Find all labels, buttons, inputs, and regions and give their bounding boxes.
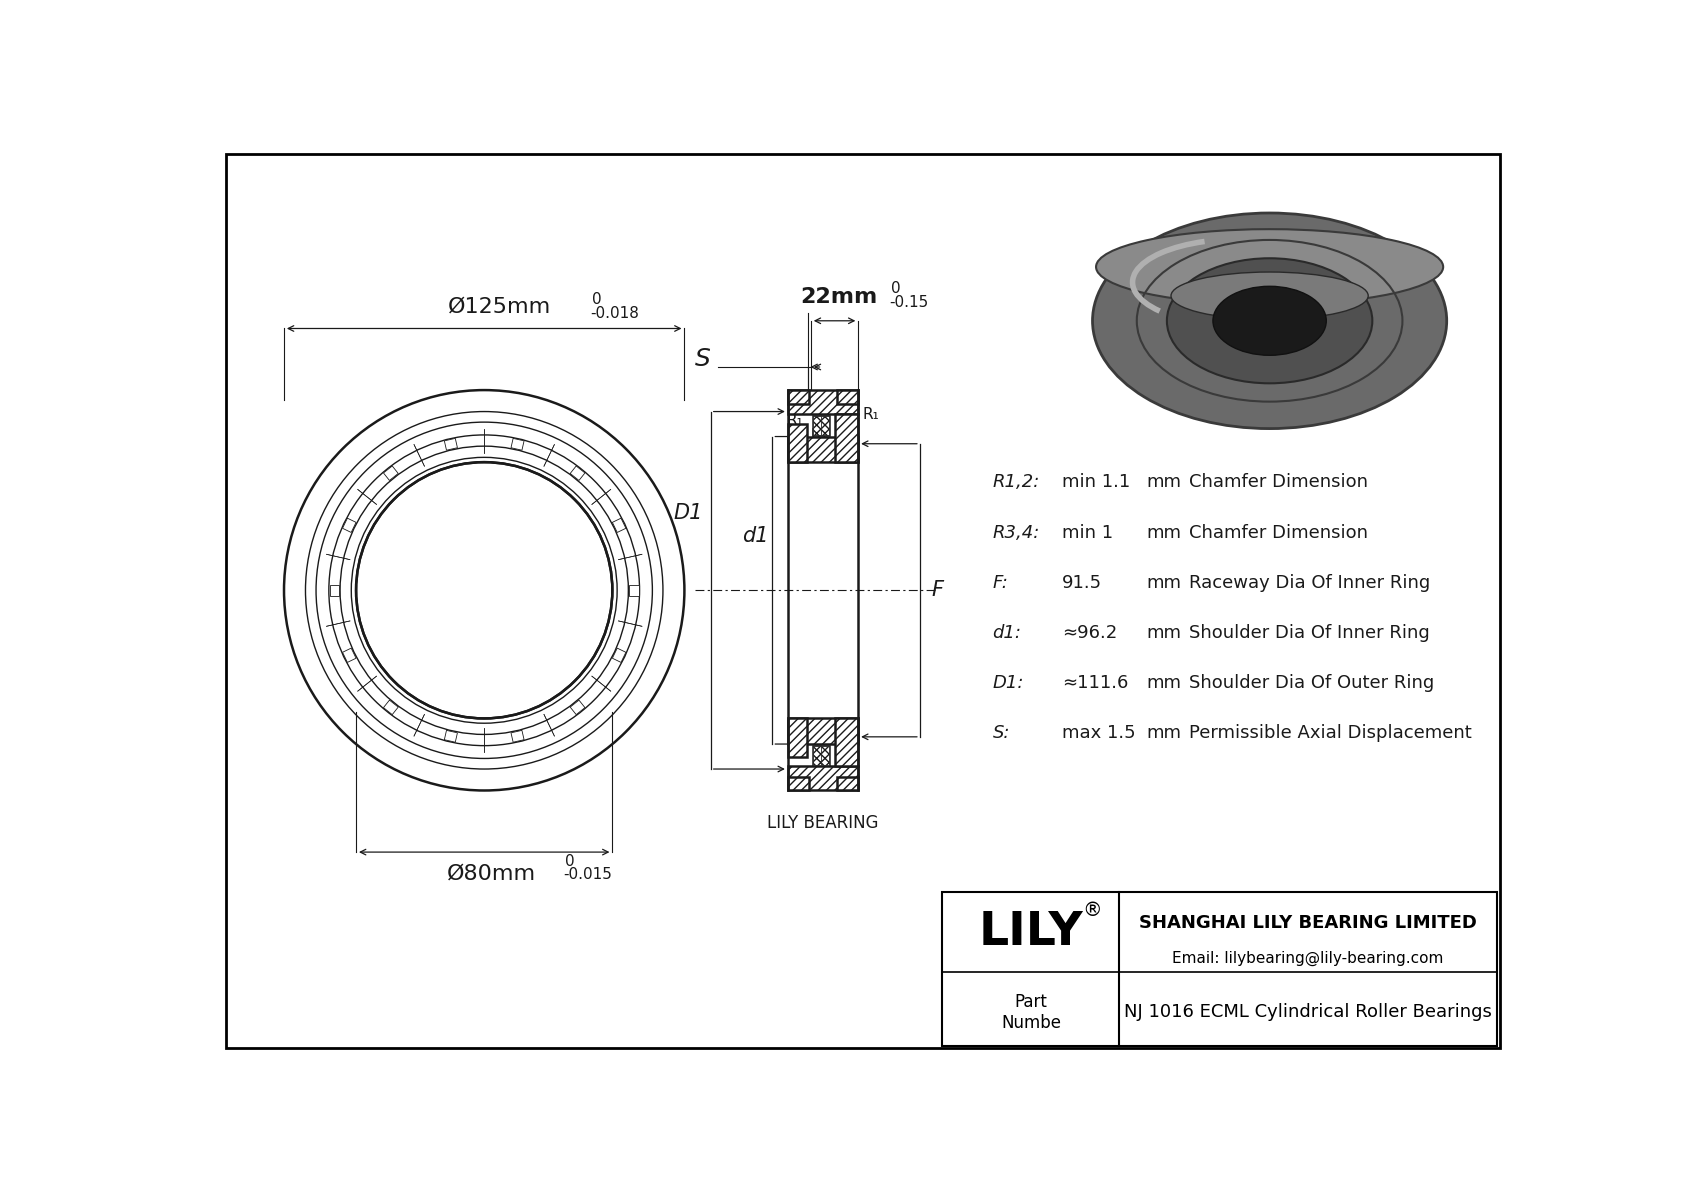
- Text: 0: 0: [566, 854, 574, 869]
- Bar: [330, 585, 338, 596]
- Bar: [837, 391, 859, 404]
- Text: ®: ®: [1083, 902, 1103, 921]
- Text: min 1.1: min 1.1: [1061, 474, 1130, 492]
- Text: R₂: R₂: [829, 398, 845, 412]
- Text: mm: mm: [1147, 574, 1182, 592]
- Bar: [788, 391, 810, 404]
- Ellipse shape: [355, 462, 613, 718]
- Text: R3,4:: R3,4:: [992, 524, 1039, 542]
- Bar: [788, 437, 859, 462]
- Bar: [822, 746, 829, 765]
- Text: LILY BEARING: LILY BEARING: [768, 813, 879, 831]
- Text: min 1: min 1: [1061, 524, 1113, 542]
- Text: Ø80mm: Ø80mm: [448, 863, 537, 884]
- Ellipse shape: [1170, 272, 1367, 319]
- Bar: [384, 700, 397, 715]
- Bar: [943, 892, 1497, 1046]
- Text: ≈111.6: ≈111.6: [1061, 674, 1128, 692]
- Text: mm: mm: [1147, 674, 1182, 692]
- Bar: [571, 700, 584, 715]
- Bar: [813, 416, 820, 435]
- Text: R1,2:: R1,2:: [992, 474, 1039, 492]
- Ellipse shape: [1212, 286, 1327, 355]
- Bar: [788, 424, 807, 462]
- Bar: [788, 767, 859, 791]
- Bar: [813, 746, 829, 765]
- Text: 91.5: 91.5: [1061, 574, 1101, 592]
- Text: R₁: R₁: [862, 407, 879, 422]
- Bar: [384, 466, 397, 480]
- Text: R₂: R₂: [812, 429, 827, 443]
- Bar: [510, 730, 524, 742]
- Text: Raceway Dia Of Inner Ring: Raceway Dia Of Inner Ring: [1189, 574, 1430, 592]
- Text: Chamfer Dimension: Chamfer Dimension: [1189, 524, 1367, 542]
- Text: Email: lilybearing@lily-bearing.com: Email: lilybearing@lily-bearing.com: [1172, 950, 1443, 966]
- Text: NJ 1016 ECML Cylindrical Roller Bearings: NJ 1016 ECML Cylindrical Roller Bearings: [1125, 1003, 1492, 1021]
- Bar: [835, 718, 859, 767]
- Ellipse shape: [1096, 229, 1443, 305]
- Text: max 1.5: max 1.5: [1061, 724, 1135, 742]
- Text: F: F: [931, 580, 943, 600]
- Text: R₄: R₄: [839, 429, 855, 443]
- Bar: [613, 518, 626, 532]
- Bar: [788, 718, 859, 744]
- Text: -0.015: -0.015: [564, 867, 613, 883]
- Text: Permissible Axial Displacement: Permissible Axial Displacement: [1189, 724, 1472, 742]
- Bar: [813, 746, 820, 765]
- Text: Shoulder Dia Of Inner Ring: Shoulder Dia Of Inner Ring: [1189, 624, 1430, 642]
- Text: F:: F:: [992, 574, 1009, 592]
- Text: LILY: LILY: [978, 910, 1083, 955]
- Text: d1: d1: [743, 526, 768, 547]
- Bar: [835, 414, 859, 462]
- Text: S: S: [695, 348, 711, 372]
- Text: SHANGHAI LILY BEARING LIMITED: SHANGHAI LILY BEARING LIMITED: [1138, 913, 1477, 931]
- Text: 22mm: 22mm: [800, 287, 877, 307]
- Text: Ø125mm: Ø125mm: [448, 297, 551, 317]
- Text: mm: mm: [1147, 474, 1182, 492]
- Text: Chamfer Dimension: Chamfer Dimension: [1189, 474, 1367, 492]
- Bar: [788, 391, 859, 414]
- Ellipse shape: [285, 391, 684, 791]
- Bar: [445, 730, 458, 742]
- Ellipse shape: [1093, 213, 1447, 429]
- Text: d1:: d1:: [992, 624, 1022, 642]
- Bar: [837, 777, 859, 791]
- Bar: [822, 416, 829, 435]
- Text: mm: mm: [1147, 724, 1182, 742]
- Bar: [613, 648, 626, 662]
- Text: -0.15: -0.15: [889, 295, 928, 310]
- Text: R₃: R₃: [837, 413, 854, 429]
- Text: 0: 0: [891, 281, 901, 297]
- Text: 0: 0: [593, 292, 601, 307]
- Text: Part
Numbe: Part Numbe: [1000, 993, 1061, 1031]
- Text: ≈96.2: ≈96.2: [1061, 624, 1116, 642]
- Bar: [510, 438, 524, 450]
- Bar: [571, 466, 584, 480]
- Bar: [788, 718, 807, 756]
- Text: S:: S:: [992, 724, 1010, 742]
- Text: D1: D1: [674, 504, 704, 523]
- Bar: [342, 518, 355, 532]
- Text: mm: mm: [1147, 624, 1182, 642]
- Text: Shoulder Dia Of Outer Ring: Shoulder Dia Of Outer Ring: [1189, 674, 1435, 692]
- Bar: [342, 648, 355, 662]
- Bar: [445, 438, 458, 450]
- Text: D1:: D1:: [992, 674, 1024, 692]
- Ellipse shape: [1167, 258, 1372, 384]
- Bar: [630, 585, 638, 596]
- Bar: [788, 777, 810, 791]
- Text: R₁: R₁: [786, 413, 803, 429]
- Text: -0.018: -0.018: [591, 306, 640, 320]
- Bar: [813, 416, 829, 435]
- Text: mm: mm: [1147, 524, 1182, 542]
